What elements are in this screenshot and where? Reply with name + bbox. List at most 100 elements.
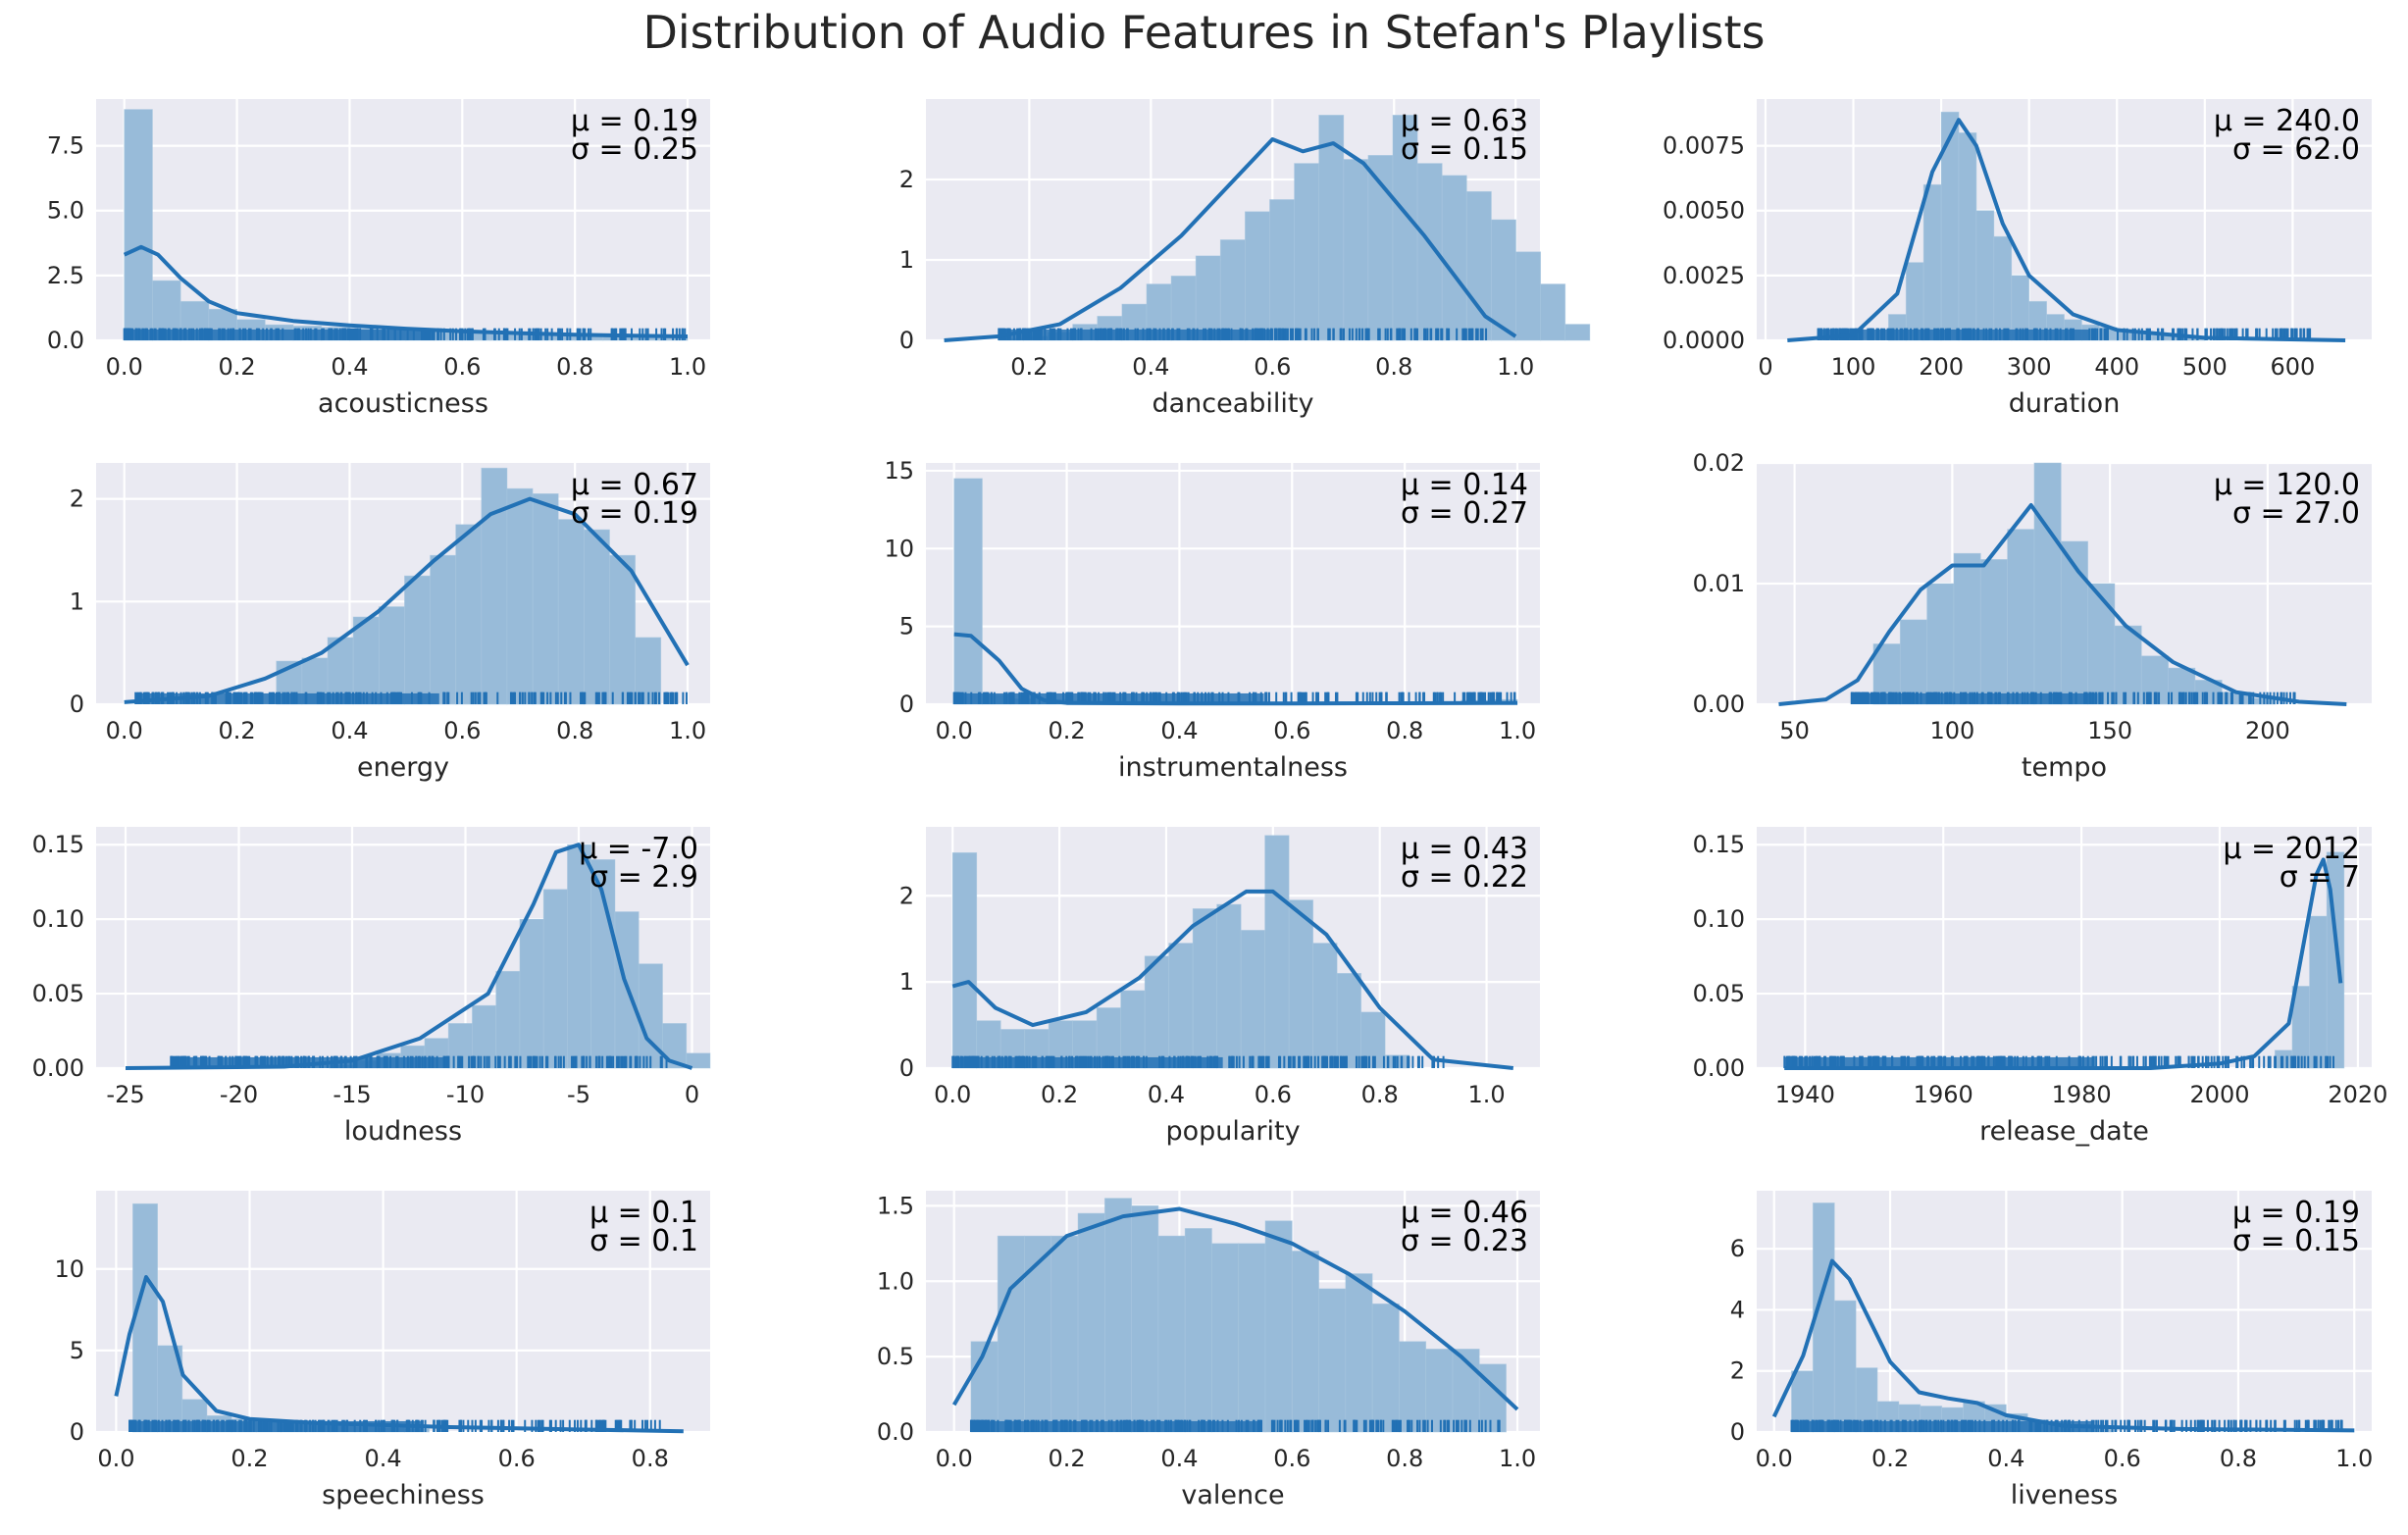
y-tick-label: 0.00: [32, 1054, 84, 1082]
x-axis-label: release_date: [1979, 1116, 2149, 1147]
histogram-bar: [378, 606, 405, 705]
histogram-bar: [532, 493, 559, 705]
histogram-bar: [124, 109, 153, 341]
histogram-bar: [970, 1341, 999, 1433]
x-tick-label: 2020: [2328, 1081, 2387, 1108]
histogram-bar: [1336, 972, 1362, 1069]
x-tick-label: 1.0: [2335, 1445, 2373, 1472]
x-tick-label: 0.2: [218, 353, 255, 381]
rug-dense-band: [124, 329, 435, 340]
x-axis-label: instrumentalness: [1118, 752, 1348, 783]
y-tick-label: 2: [70, 486, 84, 513]
subplot-danceability: 0.2 0.4 0.6 0.8 1.0 0 1 2 danceability μ = 0.63σ …: [899, 99, 1591, 419]
rug-dense-band: [1791, 1420, 2095, 1432]
histogram-bar: [1926, 583, 1955, 705]
x-axis-label: loudness: [344, 1116, 462, 1147]
x-tick-label: 0.0: [934, 1081, 971, 1108]
y-tick-label: 0.05: [1693, 980, 1745, 1007]
x-tick-label: 0: [685, 1081, 699, 1108]
x-tick-label: -20: [220, 1081, 258, 1108]
x-tick-label: 0.4: [365, 1445, 402, 1472]
std-annotation: σ = 0.22: [1401, 860, 1528, 895]
y-tick-label: 0.01: [1693, 570, 1745, 597]
y-tick-label: 0.15: [1693, 831, 1745, 858]
x-tick-label: 200: [2245, 717, 2290, 744]
histogram-bar: [1540, 283, 1566, 341]
histogram-bar: [1103, 1198, 1133, 1433]
x-tick-label: -10: [446, 1081, 485, 1108]
y-tick-label: 2.5: [47, 262, 84, 289]
histogram-bar: [1294, 163, 1320, 341]
x-tick-label: 0.0: [106, 353, 143, 381]
y-tick-label: 0.00: [1693, 1054, 1745, 1082]
histogram-bar: [1953, 552, 1981, 705]
histogram-bar: [2033, 462, 2062, 705]
histogram-bar: [557, 519, 585, 705]
x-tick-label: 0.8: [556, 353, 593, 381]
histogram-bar: [455, 524, 483, 705]
histogram-bar: [404, 575, 431, 705]
y-tick-label: 0: [899, 327, 914, 354]
kde-line: [124, 496, 690, 704]
x-tick-label: 0.2: [1871, 1445, 1909, 1472]
kde-line: [1784, 857, 2343, 1070]
y-tick-label: 0.0: [47, 327, 84, 354]
histogram-bar: [2114, 625, 2142, 705]
kde-line: [114, 1275, 684, 1434]
rug-dense-band: [1784, 1056, 2093, 1068]
y-tick-label: 0.0075: [1663, 132, 1745, 160]
rug-dense-band: [970, 1420, 1262, 1432]
std-annotation: σ = 0.27: [1401, 496, 1528, 531]
histogram-bar: [506, 487, 534, 705]
y-tick-label: 5.0: [47, 197, 84, 225]
mean-annotation: μ = 0.67: [571, 468, 698, 502]
x-tick-label: 1980: [2052, 1081, 2112, 1108]
x-tick-label: 1.0: [669, 353, 706, 381]
y-tick-label: 1: [70, 588, 84, 615]
x-tick-label: 50: [1779, 717, 1810, 744]
histogram-bar: [1168, 943, 1194, 1069]
histogram-bar: [1958, 131, 1977, 341]
x-tick-label: 0.2: [1041, 1081, 1078, 1108]
x-tick-label: 0.0: [936, 1445, 973, 1472]
x-tick-label: 0.0: [1756, 1445, 1793, 1472]
histogram-bar: [609, 554, 637, 705]
histogram-bar: [2087, 583, 2116, 705]
y-tick-label: 0: [70, 1418, 84, 1446]
std-annotation: σ = 0.15: [2232, 1224, 2360, 1258]
histogram-bar: [1050, 1235, 1079, 1433]
x-tick-label: 0.6: [2104, 1445, 2141, 1472]
x-tick-label: 0.6: [1254, 353, 1291, 381]
mean-annotation: μ = 0.43: [1401, 832, 1528, 866]
rug-dense-band: [999, 329, 1273, 340]
histogram-bar: [1077, 1212, 1105, 1433]
mean-annotation: μ = -7.0: [579, 832, 698, 866]
x-axis-label: tempo: [2022, 752, 2107, 783]
mean-annotation: μ = 240.0: [2214, 104, 2360, 138]
y-tick-label: 0.0050: [1663, 197, 1745, 225]
x-tick-label: 0.6: [498, 1445, 536, 1472]
x-tick-label: 1.0: [1497, 353, 1534, 381]
subplot-duration: 0 100 200 300 400 500 600 0.0000 0.0025 0.0050 0.0…: [1663, 99, 2372, 419]
histogram-bar: [1899, 619, 1928, 705]
x-tick-label: 2000: [2189, 1081, 2249, 1108]
x-tick-label: 0.8: [632, 1445, 669, 1472]
std-annotation: σ = 0.19: [571, 496, 698, 531]
histogram-bar: [1144, 955, 1170, 1069]
figure-title: Distribution of Audio Features in Stefan…: [642, 6, 1766, 59]
mean-annotation: μ = 0.46: [1401, 1196, 1528, 1230]
std-annotation: σ = 7: [2280, 860, 2360, 895]
histogram-bar: [2274, 1049, 2293, 1069]
x-tick-label: 0.4: [1160, 1445, 1198, 1472]
x-tick-label: 0.6: [443, 717, 481, 744]
x-tick-label: 400: [2094, 353, 2139, 381]
histogram-bar: [997, 1235, 1025, 1433]
subplot-acousticness: 0.0 0.2 0.4 0.6 0.8 1.0 0.0 2.5 5.0 7.5 acousticne…: [47, 99, 710, 419]
rug-marks: [1850, 691, 2296, 704]
rug-marks: [134, 691, 688, 704]
y-tick-label: 10: [54, 1255, 84, 1283]
y-tick-label: 1: [899, 968, 914, 996]
x-tick-label: 1.0: [669, 717, 706, 744]
histogram-bar: [352, 616, 380, 705]
